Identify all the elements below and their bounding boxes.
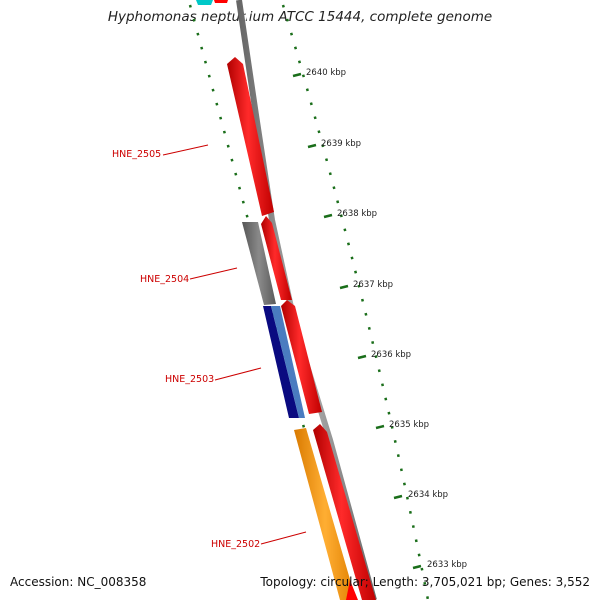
tick-label: 2640 kbp bbox=[306, 68, 346, 78]
gene-hne-2505 bbox=[227, 57, 274, 216]
tick-label: 2635 kbp bbox=[389, 420, 429, 430]
gene-label-hne-2502: HNE_2502 bbox=[211, 539, 260, 550]
red-feature-top bbox=[214, 0, 228, 3]
tick-label: 2637 kbp bbox=[353, 280, 393, 290]
tick-label: 2638 kbp bbox=[337, 209, 377, 219]
feature-blue-2503 bbox=[271, 306, 305, 418]
genome-summary-text: Topology: circular; Length: 3,705,021 bp… bbox=[260, 575, 590, 589]
feature-red-bottom bbox=[346, 580, 358, 600]
backbone-highlight bbox=[243, 0, 382, 600]
gene-hne-2504 bbox=[261, 216, 292, 300]
map-title: Hyphomonas neptunium ATCC 15444, complet… bbox=[107, 9, 493, 25]
tick-label: 2636 kbp bbox=[371, 350, 411, 360]
gene-label-hne-2505: HNE_2505 bbox=[112, 149, 161, 160]
gene-label-hne-2503: HNE_2503 bbox=[165, 374, 214, 385]
feature-gray-2504 bbox=[242, 222, 276, 305]
tick-label: 2633 kbp bbox=[427, 560, 467, 570]
tick-label: 2639 kbp bbox=[321, 139, 361, 149]
gene-hne-2503 bbox=[281, 300, 322, 414]
feature-navy-2503 bbox=[263, 306, 299, 418]
gene-label-leaders bbox=[162, 144, 307, 545]
gene-label-hne-2504: HNE_2504 bbox=[140, 274, 189, 285]
feature-orange-2502 bbox=[294, 428, 356, 600]
tick-label: 2634 kbp bbox=[408, 490, 448, 500]
kbp-ticks bbox=[292, 72, 422, 570]
cyan-feature-top bbox=[196, 0, 213, 5]
outer-dotted-track bbox=[281, 4, 430, 600]
gene-hne-2502 bbox=[313, 424, 376, 600]
accession-text: Accession: NC_008358 bbox=[10, 575, 147, 589]
